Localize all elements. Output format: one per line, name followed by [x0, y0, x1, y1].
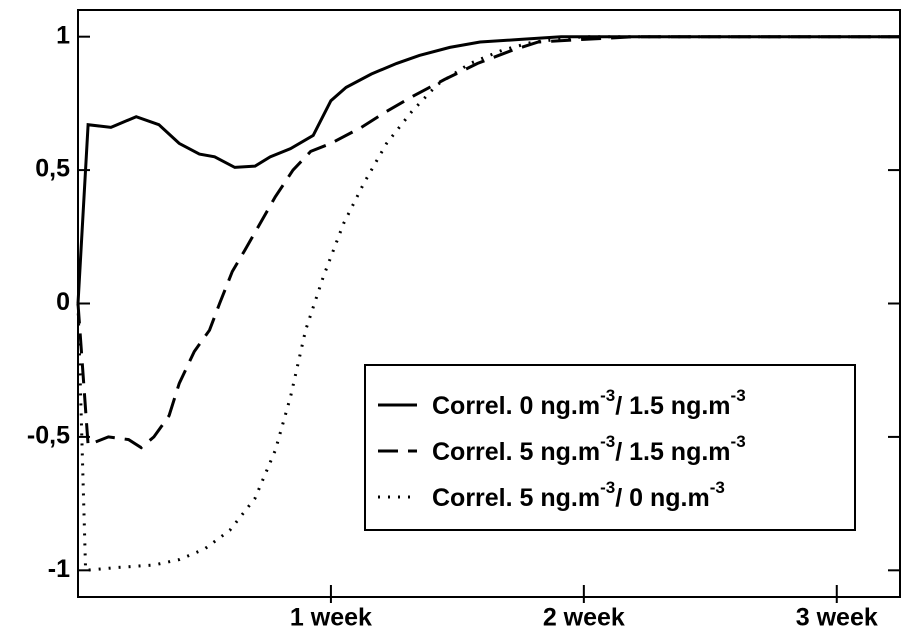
legend-label: Correl. 5 ng.m-3/ 1.5 ng.m-3 — [432, 432, 746, 465]
series-line — [76, 35, 900, 572]
x-tick-label: 1 week — [290, 604, 372, 632]
y-tick-label: -0,5 — [27, 422, 70, 450]
legend-label: Correl. 0 ng.m-3/ 1.5 ng.m-3 — [432, 386, 746, 419]
legend-box — [364, 364, 856, 531]
y-tick-label: 0 — [56, 288, 70, 316]
x-tick-label: 2 week — [543, 604, 625, 632]
x-tick-label: 3 week — [796, 604, 878, 632]
y-tick-label: 0,5 — [35, 155, 70, 183]
series-line — [76, 35, 900, 304]
series-line — [76, 35, 900, 450]
y-tick-label: 1 — [56, 21, 70, 49]
y-tick-label: -1 — [48, 555, 70, 583]
legend-label: Correl. 5 ng.m-3/ 0 ng.m-3 — [432, 478, 725, 511]
